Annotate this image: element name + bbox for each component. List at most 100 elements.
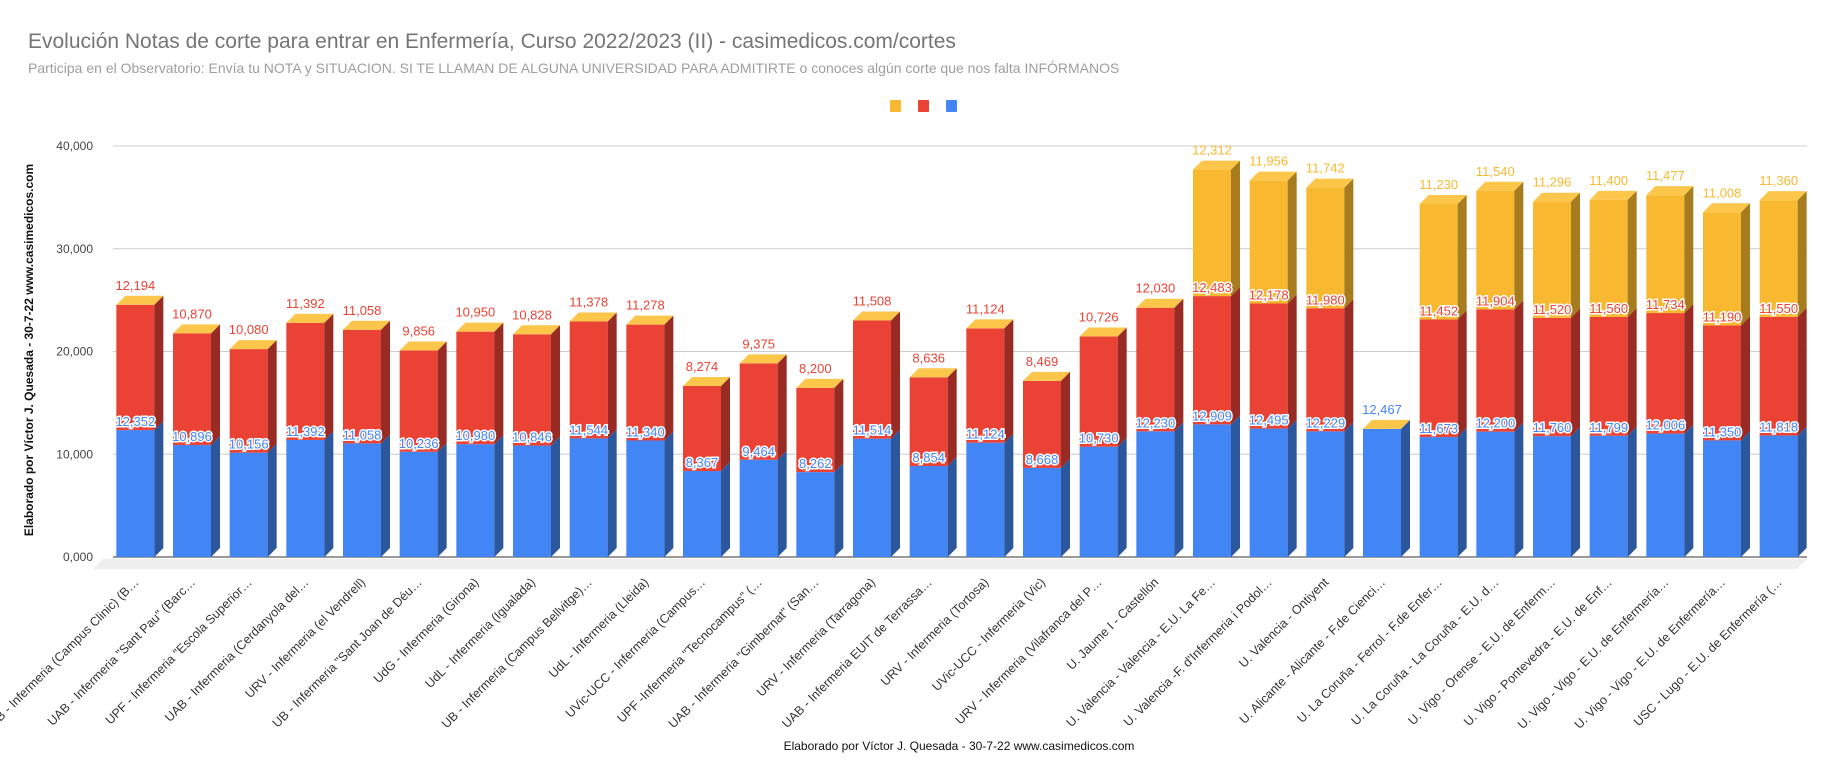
bar-side xyxy=(551,436,560,557)
data-label: 8,668 xyxy=(1026,452,1059,467)
bar-side xyxy=(1684,186,1694,314)
bar-segment xyxy=(1193,169,1231,297)
x-tick-label: UdG - Infermeria (Girona) xyxy=(371,575,482,686)
data-label: 10,156 xyxy=(229,437,269,452)
data-label: 11,560 xyxy=(1589,301,1628,316)
bar-side xyxy=(834,378,844,473)
bar-side xyxy=(1797,426,1807,557)
bar-segment xyxy=(116,304,155,431)
bar-group: 11,124 11,124 xyxy=(964,301,1014,557)
bar-segment xyxy=(456,331,495,445)
bar-group: 10,896 10,870 xyxy=(171,306,220,557)
legend-swatch xyxy=(890,100,901,112)
bar-side xyxy=(1514,181,1524,310)
bar-side xyxy=(664,315,674,441)
x-tick-label: UdL - Infermeria (Igualada) xyxy=(422,575,538,691)
bar-side xyxy=(1117,437,1127,557)
bar-segment xyxy=(1646,195,1685,314)
bar-segment xyxy=(1023,467,1061,557)
data-label: 11,400 xyxy=(1589,173,1628,188)
bar-segment xyxy=(966,328,1005,443)
bar-side xyxy=(1004,433,1014,557)
bar-side xyxy=(1061,458,1070,557)
bar-side xyxy=(1741,316,1750,441)
bar-side xyxy=(1004,319,1014,443)
data-label: 12,230 xyxy=(1135,415,1175,430)
bar-side xyxy=(1797,191,1807,317)
bar-side xyxy=(1684,304,1694,434)
bar-segment xyxy=(1419,437,1458,557)
data-label: 9,856 xyxy=(402,324,435,339)
bar-group: 11,350 11,190 11,008 xyxy=(1701,185,1750,557)
bar-segment xyxy=(1193,296,1231,425)
bar-side xyxy=(1627,307,1637,436)
bar-side xyxy=(1627,426,1637,557)
bar-group: 11,514 11,508 xyxy=(851,293,900,557)
bar-side xyxy=(1287,419,1297,557)
bar-side xyxy=(947,368,957,467)
bar-group: 12,467 xyxy=(1362,402,1410,557)
bar-group: 11,058 11,058 xyxy=(341,303,390,557)
data-label: 11,124 xyxy=(966,301,1005,316)
bar-top xyxy=(456,322,504,332)
x-tick-label: UVic-UCC - Infermeria (Vic) xyxy=(930,575,1049,694)
bar-group: 8,367 8,274 xyxy=(683,359,730,557)
bar-side xyxy=(211,324,220,446)
bar-segment xyxy=(173,333,211,446)
bar-group: 12,200 11,904 11,540 xyxy=(1474,164,1524,557)
bar-side xyxy=(1231,287,1240,425)
data-label: 12,483 xyxy=(1192,280,1232,295)
bar-segment xyxy=(456,444,495,557)
bar-segment xyxy=(1249,180,1288,304)
bar-side xyxy=(947,457,957,557)
bar-group: 11,673 11,452 11,230 xyxy=(1418,177,1467,557)
bar-side xyxy=(834,463,844,557)
y-tick-label: 10,000 xyxy=(56,447,93,461)
bar-side xyxy=(1514,422,1524,557)
bar-top xyxy=(626,315,674,325)
bar-side xyxy=(494,435,504,557)
legend-swatch xyxy=(946,100,957,112)
data-label: 9,464 xyxy=(742,444,775,459)
bar-group: 12,352 12,194 xyxy=(114,278,164,557)
bar-group: 10,156 10,080 xyxy=(227,322,277,557)
bar-side xyxy=(324,430,334,557)
bar-side xyxy=(777,354,787,460)
bar-side xyxy=(381,434,390,557)
data-label: 10,080 xyxy=(229,322,269,337)
bar-top xyxy=(1646,186,1694,196)
bar-segment xyxy=(683,471,721,557)
bar-segment xyxy=(1759,200,1798,317)
bar-group: 12,495 12,178 11,956 xyxy=(1247,154,1297,557)
bar-segment xyxy=(1759,435,1798,557)
data-label: 11,520 xyxy=(1533,302,1572,317)
bar-top xyxy=(1419,195,1467,205)
data-label: 11,190 xyxy=(1703,309,1742,324)
bar-side xyxy=(1231,160,1240,297)
bar-top xyxy=(513,325,560,335)
bar-segment xyxy=(1533,201,1571,318)
data-label: 11,360 xyxy=(1759,173,1798,188)
bar-group: 8,668 8,469 xyxy=(1023,354,1070,557)
data-label: 11,058 xyxy=(343,303,382,318)
y-axis-title: Elaborado por Víctor J. Quesada - 30-7-2… xyxy=(22,164,36,536)
bar-segment xyxy=(229,349,268,453)
bar-segment xyxy=(1589,435,1628,557)
bar-side xyxy=(1174,298,1184,432)
bar-top xyxy=(683,377,730,387)
bar-top xyxy=(1476,181,1524,191)
bar-segment xyxy=(1023,380,1061,468)
bar-top xyxy=(173,324,220,334)
bar-side xyxy=(1457,195,1467,320)
chart-title: Evolución Notas de corte para entrar en … xyxy=(28,30,956,53)
data-label: 10,950 xyxy=(455,305,495,320)
bar-top xyxy=(1193,160,1240,170)
bar-group: 12,909 12,483 12,312 xyxy=(1191,143,1240,557)
data-label: 11,477 xyxy=(1646,168,1685,183)
data-label: 12,352 xyxy=(115,414,155,429)
data-label: 8,200 xyxy=(799,361,832,376)
bar-group: 12,006 11,734 11,477 xyxy=(1644,168,1694,557)
bar-top xyxy=(1533,192,1580,202)
data-label: 8,854 xyxy=(912,450,945,465)
